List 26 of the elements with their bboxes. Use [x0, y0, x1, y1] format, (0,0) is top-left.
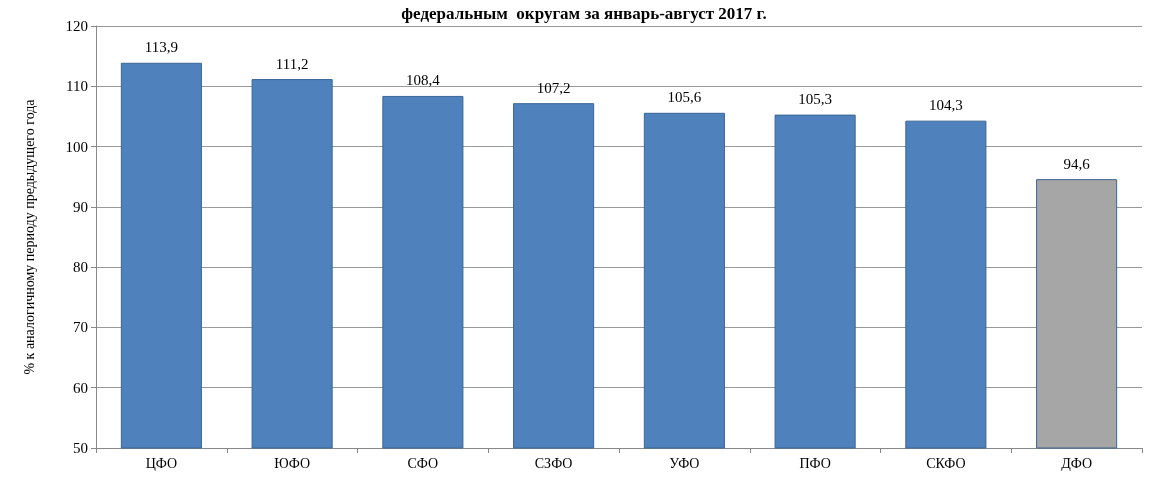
- y-tick-label: 50: [73, 440, 88, 456]
- x-tick-label: ЦФО: [145, 455, 178, 471]
- x-tick-label: ЮФО: [274, 455, 310, 471]
- y-tick-label: 90: [73, 198, 88, 215]
- x-tick-label: СФО: [407, 455, 439, 471]
- y-tick-label: 70: [73, 319, 88, 336]
- data-label: 113,9: [144, 39, 178, 56]
- y-tick-label: 110: [66, 78, 88, 95]
- data-label: 105,3: [798, 91, 832, 108]
- y-tick-label: 60: [73, 379, 88, 396]
- x-tick-label: СЗФО: [534, 455, 573, 471]
- x-tick-label: УФО: [669, 455, 700, 471]
- data-label: 107,2: [536, 79, 571, 96]
- data-label: 94,6: [1063, 155, 1091, 172]
- y-tick-label: 120: [65, 18, 88, 34]
- data-label: 104,3: [929, 97, 963, 114]
- y-axis-title: % к аналогичному периоду предыдущего года: [21, 98, 37, 375]
- x-tick-label: СКФО: [926, 455, 966, 471]
- x-tick-label: ПФО: [799, 455, 831, 471]
- data-label: 105,6: [667, 89, 702, 106]
- y-tick-label: 80: [73, 259, 88, 276]
- y-tick-label: 100: [65, 138, 88, 155]
- data-label: 108,4: [406, 72, 441, 89]
- chart-title: федеральным округам за январь-август 2017 г.: [401, 4, 767, 23]
- data-label: 111,2: [275, 55, 309, 72]
- x-tick-label: ДФО: [1061, 455, 1093, 471]
